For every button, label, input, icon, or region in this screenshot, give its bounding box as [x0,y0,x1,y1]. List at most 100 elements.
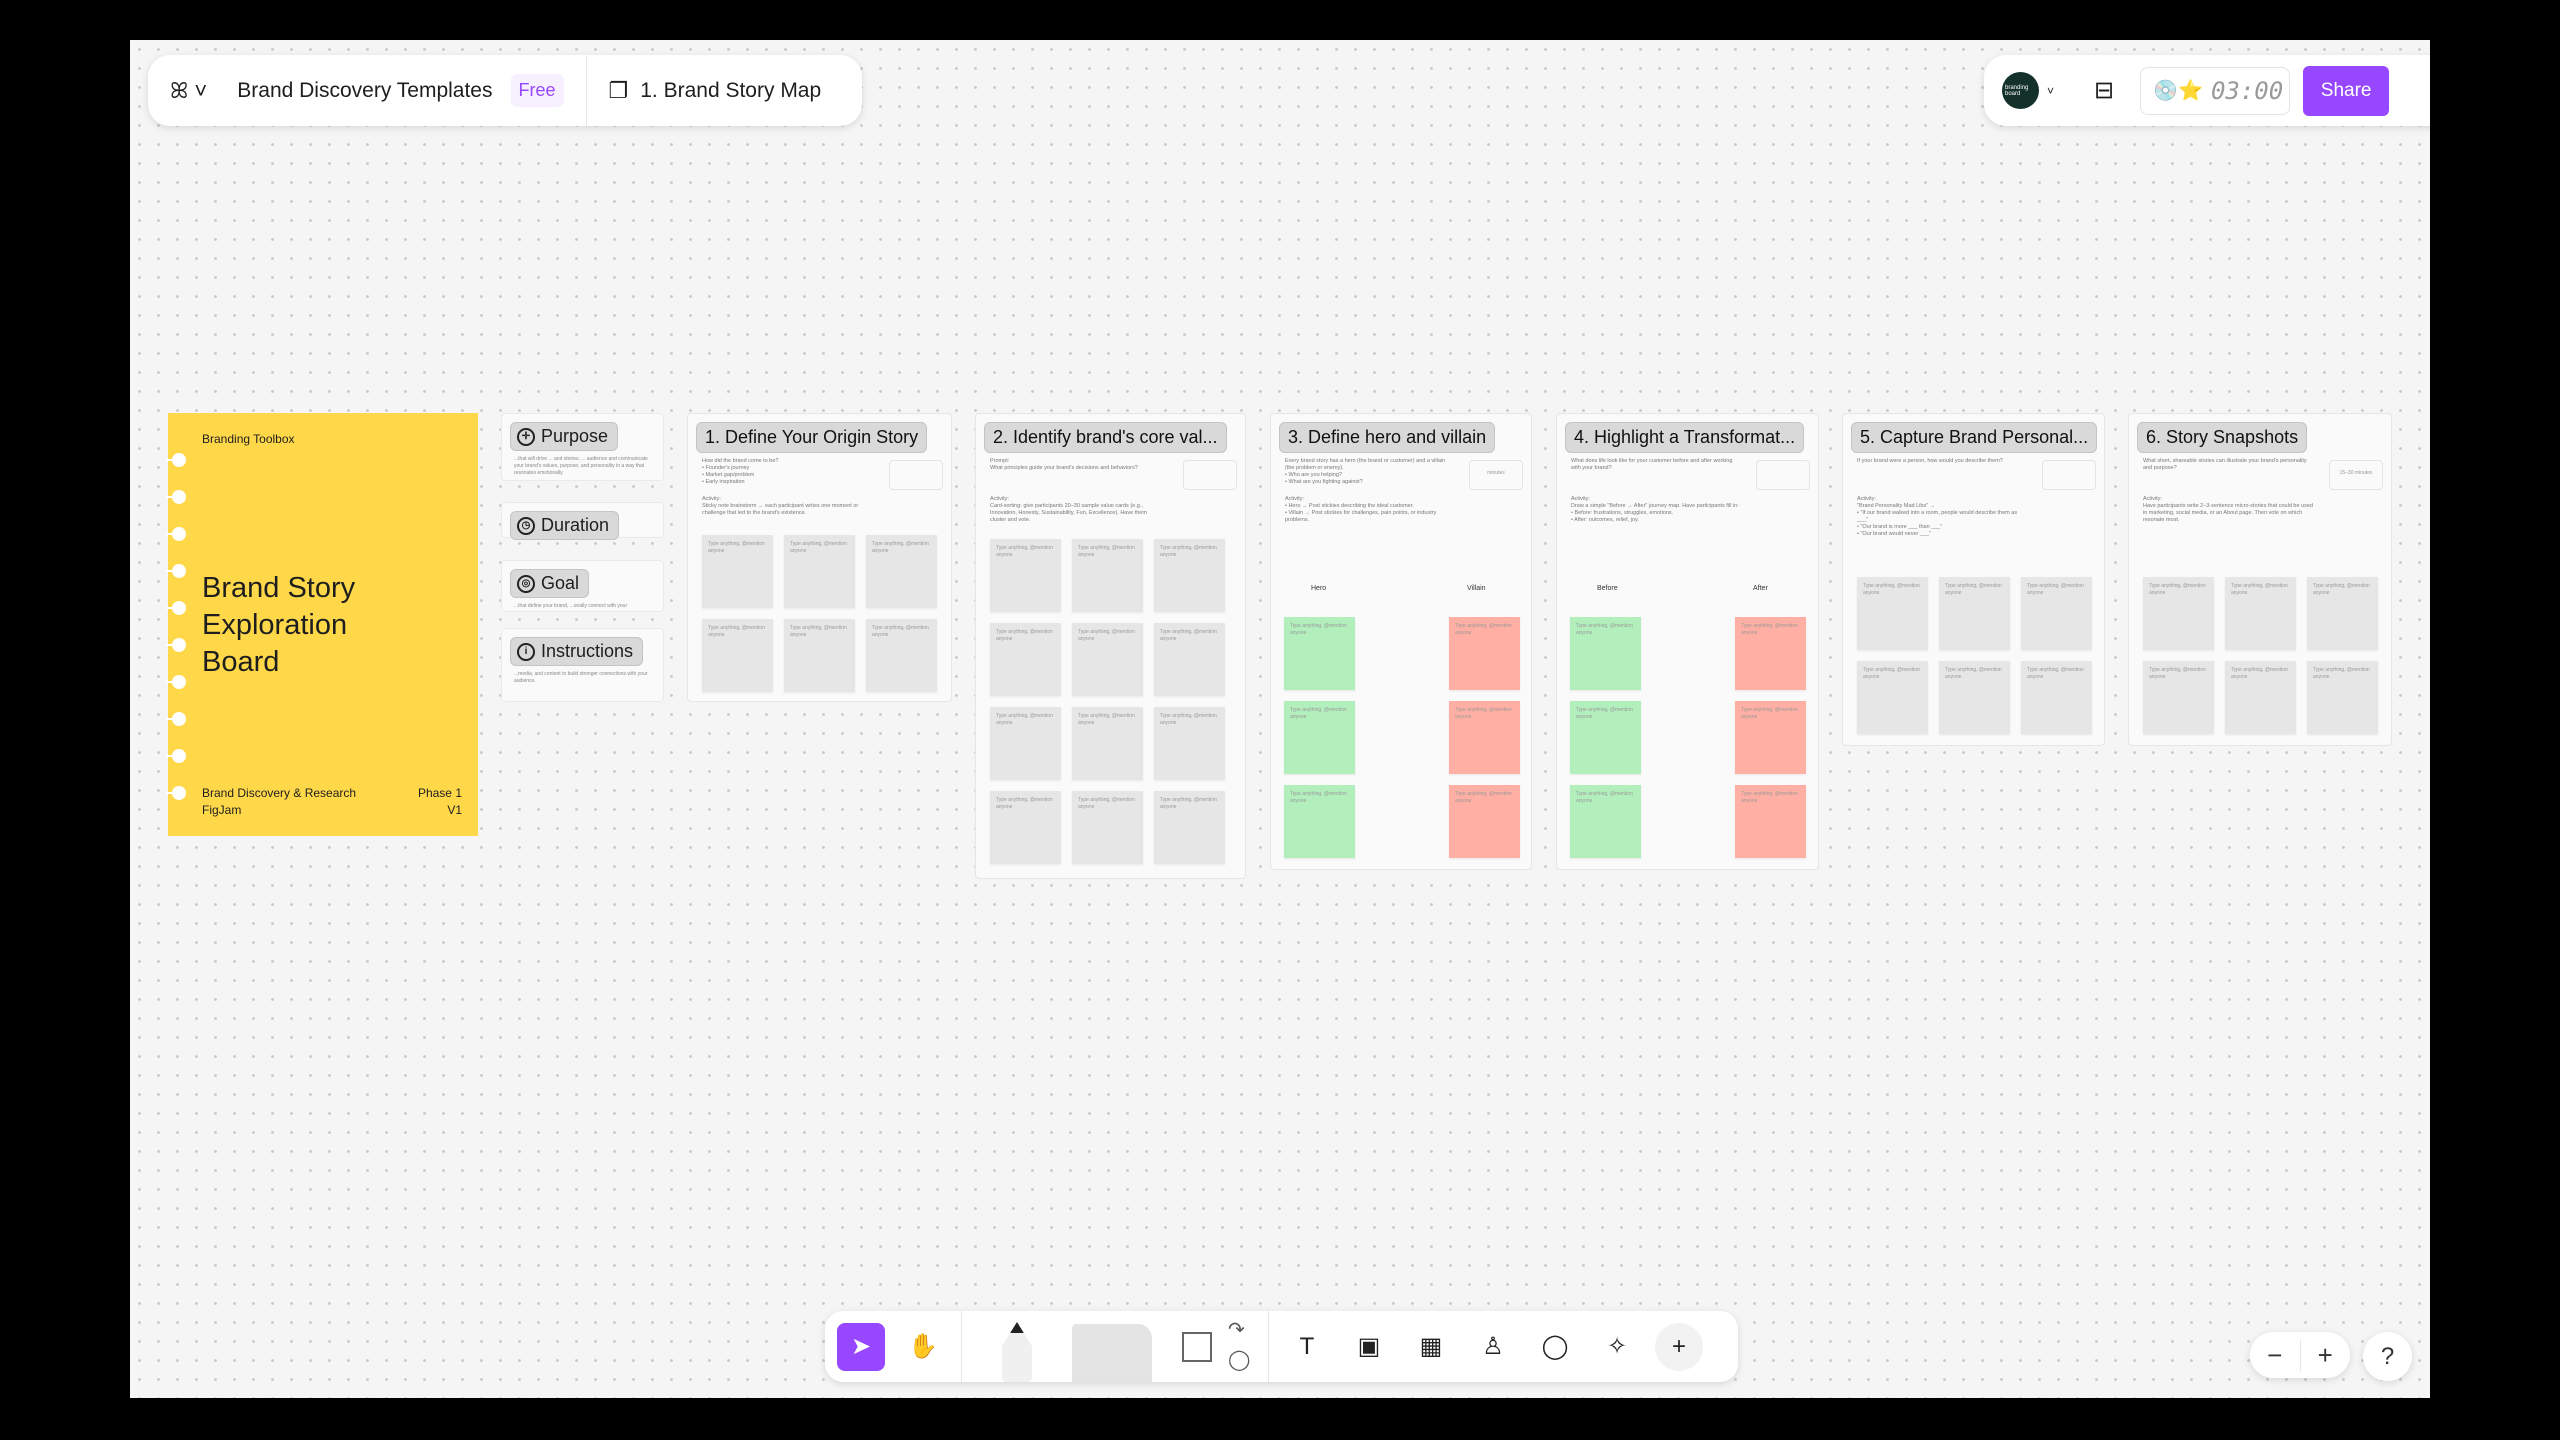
sticky-note[interactable]: Type anything, @mention anyone [1154,623,1225,696]
green-sticky-note[interactable]: Type anything, @mention anyone [1570,785,1641,858]
red-sticky-note[interactable]: Type anything, @mention anyone [1449,785,1520,858]
ai-sparkle-button[interactable]: ✧ [1606,1333,1628,1360]
top-right-toolbar: branding board ˅ ⊟ 💿⭐ 03:00 Share [1984,55,2430,126]
red-sticky-note[interactable]: Type anything, @mention anyone [1735,785,1806,858]
sticky-note[interactable]: Type anything, @mention anyone [2021,577,2092,650]
sticky-note[interactable]: Type anything, @mention anyone [2143,577,2214,650]
share-button[interactable]: Share [2303,65,2390,116]
file-title[interactable]: Brand Discovery Templates [237,78,493,102]
sticky-note[interactable]: Type anything, @mention anyone [1939,661,2010,734]
sticky-note[interactable]: Type anything, @mention anyone [2143,661,2214,734]
sticky-note[interactable]: Type anything, @mention anyone [1154,707,1225,780]
rectangle-shape-icon[interactable] [1182,1331,1212,1362]
sticky-note[interactable]: Type anything, @mention anyone [1072,707,1143,780]
avatar[interactable]: branding board [2002,72,2039,109]
sticky-note[interactable]: Type anything, @mention anyone [866,535,937,608]
sticky-note[interactable]: Type anything, @mention anyone [990,539,1061,612]
timebox-card[interactable] [2042,460,2096,490]
marker-pen-icon[interactable] [1002,1322,1032,1382]
frame-1[interactable]: 1. Define Your Origin Story How did the b… [687,413,952,702]
sticky-note[interactable]: Type anything, @mention anyone [702,619,773,692]
layout-panel-icon[interactable]: ⊟ [2094,77,2115,104]
pages-icon[interactable]: ❐ [608,77,629,103]
frame-activity: Activity: • Hero → Post stickies describ… [1285,496,1437,523]
sticky-note[interactable]: Type anything, @mention anyone [990,707,1061,780]
sticky-note[interactable]: Type anything, @mention anyone [1154,791,1225,864]
sticky-note[interactable]: Type anything, @mention anyone [1939,577,2010,650]
sticky-note[interactable]: Type anything, @mention anyone [2307,577,2378,650]
section-tool-button[interactable]: ▣ [1357,1333,1381,1360]
zoom-out-button[interactable]: − [2250,1339,2301,1371]
green-sticky-note[interactable]: Type anything, @mention anyone [1570,617,1641,690]
info-card-purpose[interactable]: ...that will drive ... and stories, ... … [501,413,664,481]
timebox-card[interactable]: 15–30 minutes [2329,460,2383,490]
frame-2[interactable]: 2. Identify brand's core val... Prompt: W… [975,413,1246,879]
select-tool-button[interactable]: ➤ [837,1322,885,1371]
sticky-note[interactable]: Type anything, @mention anyone [702,535,773,608]
info-card-instructions[interactable]: ...media, and content to build stronger … [501,628,664,702]
sticky-note[interactable]: Type anything, @mention anyone [784,619,855,692]
hand-tool-button[interactable]: ✋ [908,1333,938,1360]
frame-title[interactable]: 4. Highlight a Transformat... [1565,422,1805,453]
green-sticky-note[interactable]: Type anything, @mention anyone [1284,785,1355,858]
green-sticky-note[interactable]: Type anything, @mention anyone [1570,701,1641,774]
sticky-note[interactable]: Type anything, @mention anyone [2225,577,2296,650]
sticky-note[interactable]: Type anything, @mention anyone [1154,539,1225,612]
frame-3[interactable]: minutes 3. Define hero and villain Every b… [1270,413,1532,870]
sticky-note[interactable]: Type anything, @mention anyone [1857,661,1928,734]
red-sticky-note[interactable]: Type anything, @mention anyone [1735,701,1806,774]
sticky-note[interactable]: Type anything, @mention anyone [990,623,1061,696]
stamp-tool-button[interactable]: ♙ [1482,1333,1504,1360]
timer-widget[interactable]: 💿⭐ 03:00 [2140,66,2291,115]
info-card-pill: i Instructions [510,637,644,666]
red-sticky-note[interactable]: Type anything, @mention anyone [1449,701,1520,774]
frame-activity: Activity: "Brand Personality Mad Libs" →… [1857,496,2018,537]
sticky-note[interactable]: Type anything, @mention anyone [784,535,855,608]
sticky-note[interactable]: Type anything, @mention anyone [866,619,937,692]
timebox-card[interactable] [889,460,943,490]
sticky-note[interactable]: Type anything, @mention anyone [1072,791,1143,864]
frame-title[interactable]: 3. Define hero and villain [1279,422,1496,453]
timebox-card[interactable] [1756,460,1810,490]
timebox-card[interactable]: minutes [1469,460,1523,490]
green-sticky-note[interactable]: Type anything, @mention anyone [1284,617,1355,690]
info-card-goal[interactable]: ...that define your brand, ...onally con… [501,560,664,612]
table-tool-button[interactable]: ▦ [1419,1333,1443,1360]
sticky-note[interactable]: Type anything, @mention anyone [2307,661,2378,734]
binder-ring [166,675,186,689]
frame-title[interactable]: 6. Story Snapshots [2137,422,2308,453]
connector-circle-icon[interactable]: ↷ ◯ [1228,1318,1251,1371]
frame-5[interactable]: 5. Capture Brand Personal... If your bran… [1842,413,2105,746]
green-sticky-note[interactable]: Type anything, @mention anyone [1284,701,1355,774]
frame-4[interactable]: 4. Highlight a Transformat... What does l… [1556,413,1819,870]
frame-activity: Activity: Draw a simple "Before → After"… [1571,496,1739,523]
help-button[interactable]: ? [2363,1332,2412,1381]
whiteboard-canvas[interactable]: ꕤ ˅ Brand Discovery Templates Free ❐ 1. … [130,40,2430,1398]
timebox-card[interactable] [1183,460,1237,490]
info-card-duration[interactable]: ◷ Duration [501,502,664,540]
frame-title[interactable]: 2. Identify brand's core val... [984,422,1227,453]
sticky-note-stack-icon[interactable] [1072,1324,1152,1382]
red-sticky-note[interactable]: Type anything, @mention anyone [1735,617,1806,690]
shape-tool-button[interactable]: ◯ [1541,1333,1569,1360]
sticky-note[interactable]: Type anything, @mention anyone [2225,661,2296,734]
sticky-note[interactable]: Type anything, @mention anyone [2021,661,2092,734]
frame-6[interactable]: 15–30 minutes 6. Story Snapshots What shor… [2128,413,2392,746]
frame-activity: Activity: Card-sorting: give participant… [990,496,1147,523]
chevron-down-icon[interactable]: ˅ [2047,83,2055,98]
zoom-in-button[interactable]: + [2317,1339,2333,1370]
cover-title-line: Board [202,646,280,678]
text-tool-button[interactable]: T [1299,1332,1315,1360]
sticky-note[interactable]: Type anything, @mention anyone [1857,577,1928,650]
frame-title[interactable]: 1. Define Your Origin Story [696,422,928,453]
sticky-note[interactable]: Type anything, @mention anyone [1072,623,1143,696]
red-sticky-note[interactable]: Type anything, @mention anyone [1449,617,1520,690]
cover-card[interactable]: Branding Toolbox Brand Story Exploration… [166,413,478,836]
page-name[interactable]: 1. Brand Story Map [640,78,822,102]
more-tools-button[interactable]: + [1655,1322,1703,1371]
plan-badge[interactable]: Free [510,74,564,107]
sticky-note[interactable]: Type anything, @mention anyone [1072,539,1143,612]
figma-menu-icon[interactable]: ꕤ ˅ [170,77,208,103]
sticky-note[interactable]: Type anything, @mention anyone [990,791,1061,864]
frame-title[interactable]: 5. Capture Brand Personal... [1851,422,2098,453]
